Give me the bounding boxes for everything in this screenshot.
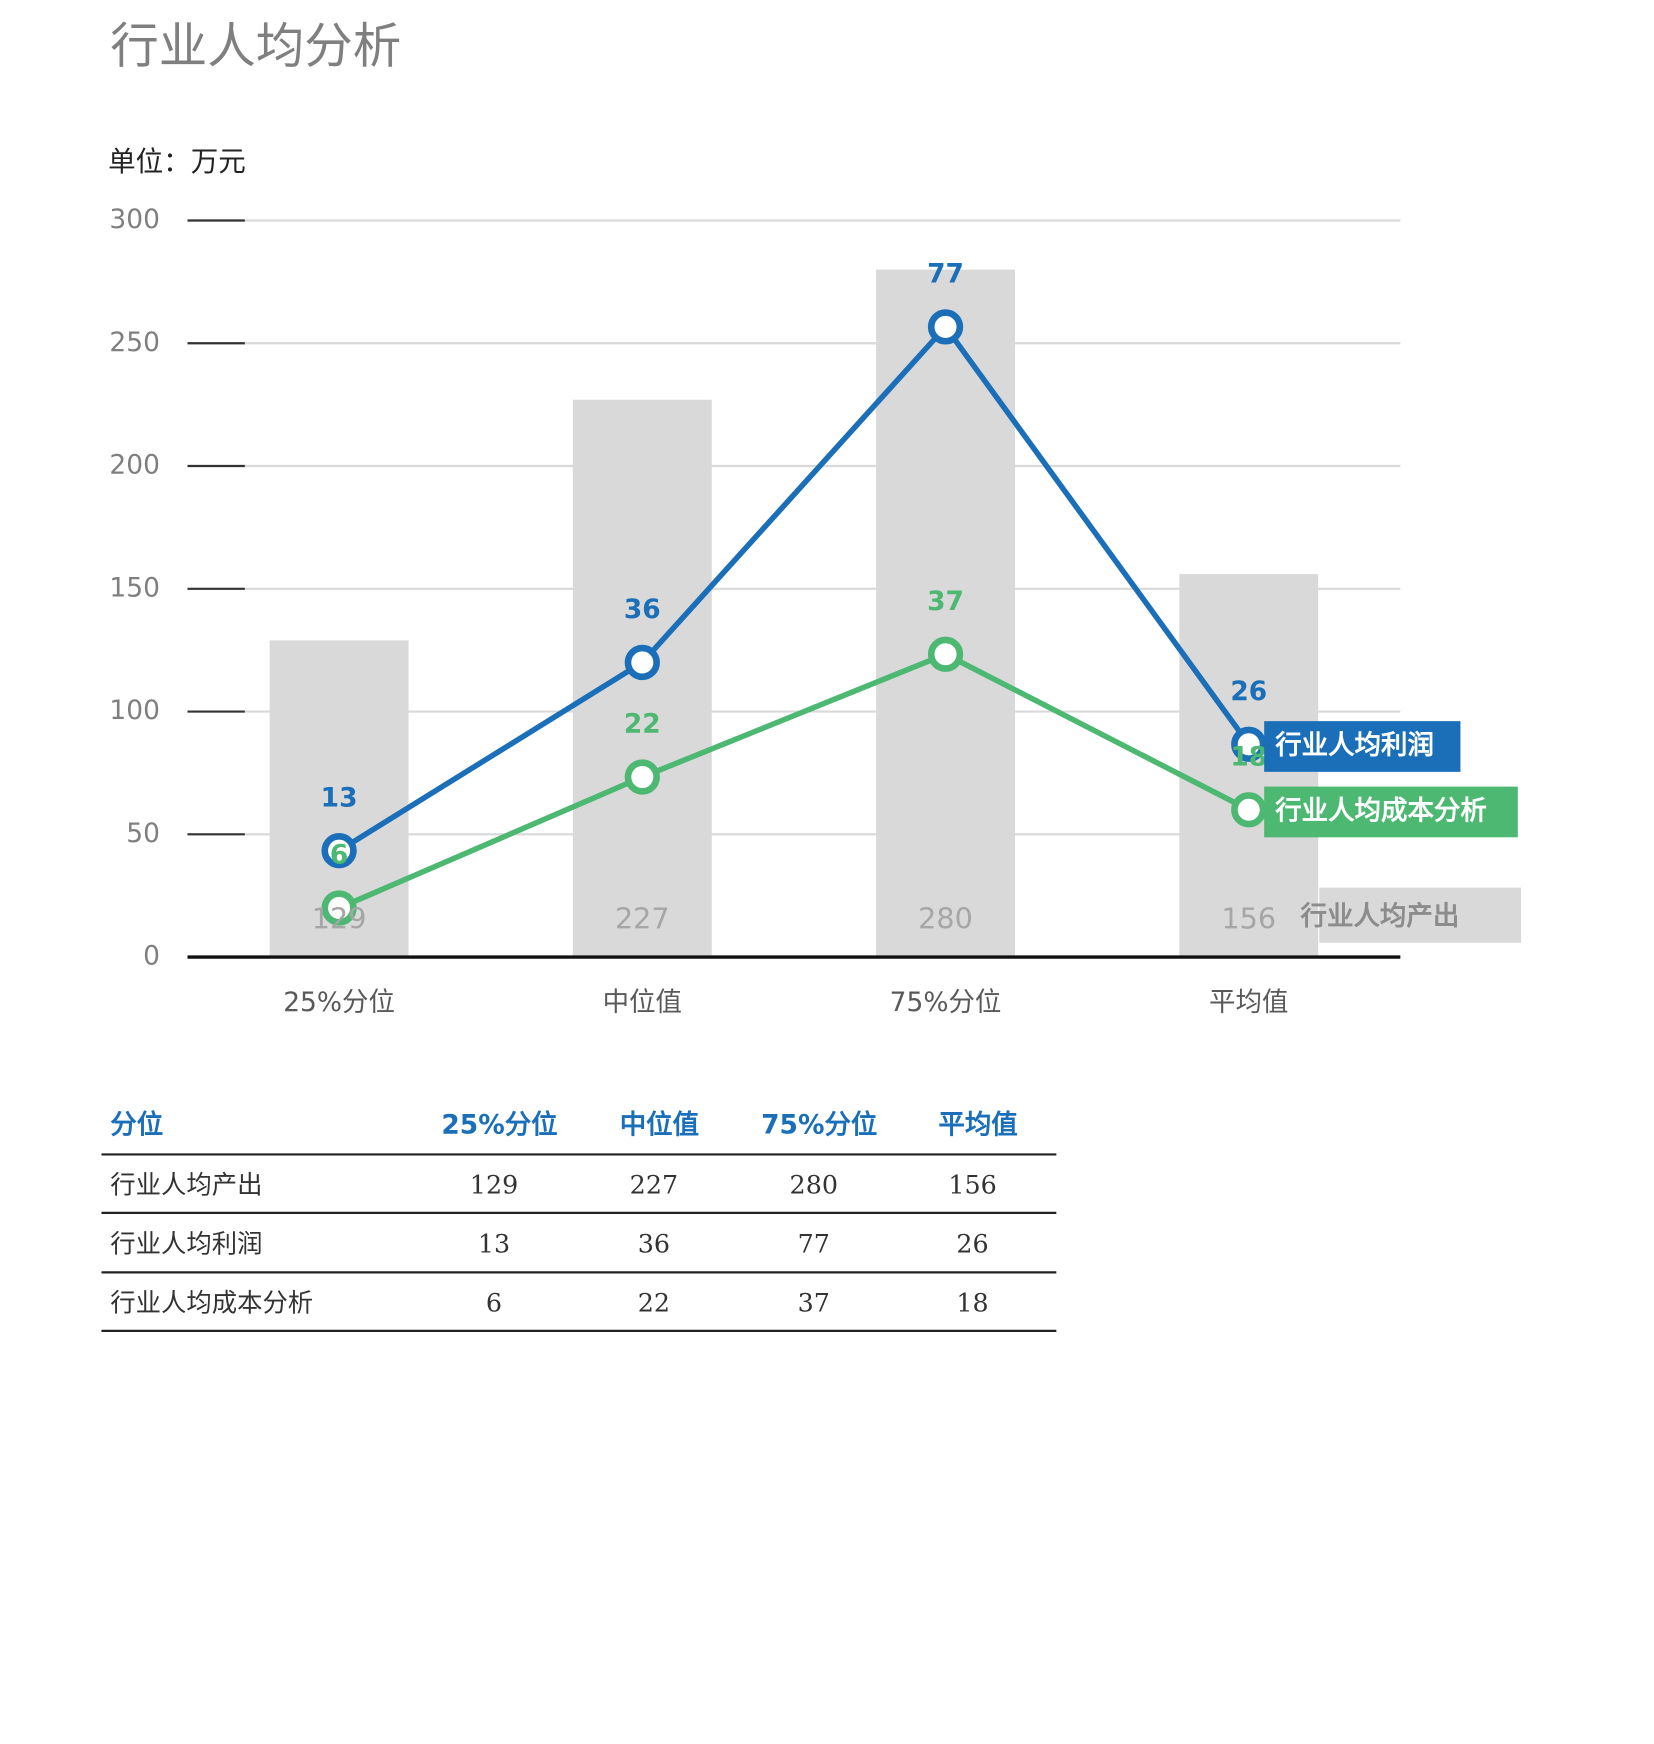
table-cell: 行业人均利润 — [110, 1228, 262, 1258]
data-label: 26 — [1230, 676, 1267, 707]
legend-label: 行业人均产出 — [1300, 901, 1460, 932]
y-tick-label: 100 — [109, 695, 160, 726]
y-tick-label: 150 — [109, 572, 160, 603]
y-tick-label: 200 — [109, 450, 160, 481]
x-tick-label: 平均值 — [1209, 987, 1288, 1018]
data-label: 280 — [918, 902, 973, 936]
table-cell: 18 — [956, 1287, 988, 1317]
table-cell: 行业人均产出 — [110, 1169, 262, 1199]
line-marker — [321, 833, 357, 869]
legend-box — [1264, 786, 1518, 838]
y-tick-label: 0 — [143, 941, 160, 972]
x-tick-label: 75%分位 — [890, 987, 1002, 1018]
data-label: 129 — [312, 902, 367, 936]
y-tick-label: 50 — [126, 818, 160, 849]
y-tick-label: 250 — [109, 327, 160, 358]
data-label: 13 — [321, 782, 358, 813]
table-cell: 37 — [798, 1287, 830, 1317]
table-header: 平均值 — [938, 1109, 1017, 1140]
data-label: 6 — [330, 840, 348, 871]
data-label: 36 — [624, 594, 661, 625]
table-cell: 227 — [630, 1169, 678, 1199]
data-label: 22 — [624, 709, 661, 740]
line — [337, 324, 1251, 854]
legend-box — [1319, 887, 1522, 943]
table-header: 75%分位 — [761, 1109, 877, 1140]
line-marker — [1231, 792, 1267, 828]
legend-box — [1264, 721, 1461, 772]
line — [338, 651, 1251, 911]
x-tick-label: 中位值 — [603, 987, 682, 1018]
table-cell: 129 — [470, 1169, 518, 1199]
line-marker — [927, 636, 964, 672]
table-cell: 36 — [638, 1228, 670, 1258]
line-marker — [624, 644, 660, 681]
data-label: 156 — [1221, 902, 1276, 936]
line-marker — [927, 309, 964, 345]
table-cell: 22 — [638, 1287, 670, 1317]
data-label: 37 — [927, 586, 964, 617]
legend-label: 行业人均利润 — [1274, 730, 1434, 761]
data-label: 227 — [615, 902, 670, 936]
legend-label: 行业人均成本分析 — [1274, 795, 1487, 826]
data-label: 18 — [1230, 741, 1267, 772]
unit-label: 单位：万元 — [108, 146, 246, 178]
line-marker — [321, 890, 357, 926]
line-marker — [624, 759, 660, 795]
table-cell: 77 — [798, 1228, 830, 1258]
table-header: 中位值 — [620, 1109, 699, 1140]
table-cell: 6 — [486, 1287, 502, 1317]
table-cell: 行业人均成本分析 — [110, 1287, 313, 1317]
table-cell: 156 — [948, 1169, 996, 1199]
table-header: 分位 — [110, 1109, 163, 1140]
data-label: 77 — [927, 259, 964, 290]
line-marker — [1231, 726, 1267, 762]
chart-title: 行业人均分析 — [110, 19, 401, 75]
x-tick-label: 25%分位 — [283, 987, 395, 1018]
table-cell: 13 — [478, 1228, 510, 1258]
bar — [876, 269, 1015, 958]
table-header: 25%分位 — [441, 1109, 557, 1140]
table-cell: 26 — [956, 1228, 988, 1258]
y-tick-label: 300 — [109, 204, 160, 235]
table-cell: 280 — [790, 1169, 838, 1199]
